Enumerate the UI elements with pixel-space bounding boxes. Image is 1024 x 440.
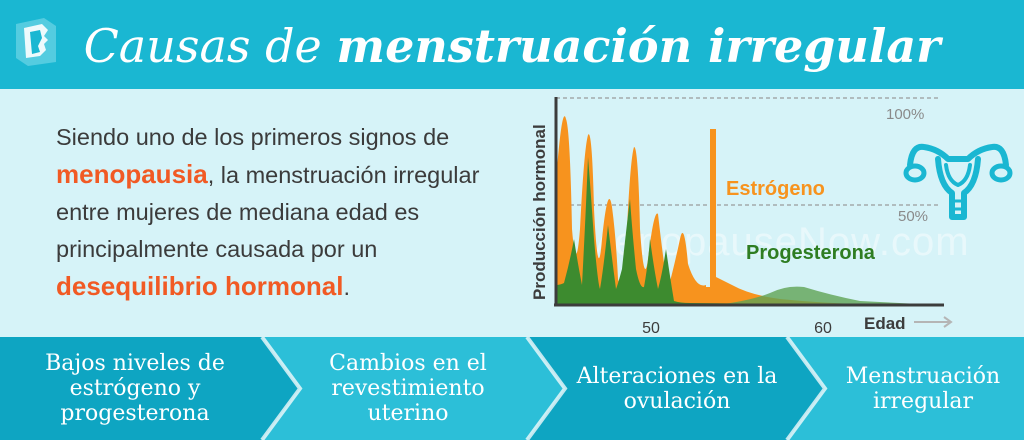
y-tick-50: 50%	[898, 208, 928, 225]
uterus-icon	[903, 143, 1013, 220]
step-chevron-1-icon	[260, 337, 303, 440]
step-3-label: Alteraciones en la ovulación	[576, 363, 778, 414]
steps-background	[0, 337, 1024, 440]
step-shape-1	[0, 337, 300, 440]
progesterone-hump	[716, 286, 940, 305]
intro-paragraph: Siendo uno de los primeros signos de men…	[56, 119, 516, 306]
series-label-progesterone: Progesterona	[746, 242, 876, 264]
step-chevron-2-icon	[525, 337, 568, 440]
header-bar: Causas de menstruación irregular	[0, 0, 1024, 89]
page-title: Causas de menstruación irregular	[0, 0, 1024, 89]
step-shape-3	[527, 337, 825, 440]
series-label-estrogen: Estrógeno	[726, 178, 825, 200]
step-chevron-3-icon	[785, 337, 828, 440]
step-1-label: Bajos niveles de estrógeno y progesteron…	[45, 351, 225, 426]
intro-text-3: .	[343, 274, 351, 300]
hormone-chart: MenopauseNow.com 100% 50% Estrógeno Prog…	[530, 97, 1013, 337]
x-axis-arrow-icon	[914, 316, 953, 328]
watermark: MenopauseNow.com	[580, 220, 970, 264]
intro-highlight-menopausia: menopausia	[56, 159, 208, 189]
x-tick-60: 60	[814, 320, 832, 337]
intro-text-1: Siendo uno de los primeros signos de	[56, 124, 450, 150]
step-4-label: Menstruación irregular	[845, 363, 1001, 414]
process-steps: Bajos niveles de estrógeno y progesteron…	[0, 337, 1024, 440]
content-panel: Siendo uno de los primeros signos de men…	[0, 89, 1024, 337]
title-part-regular: Causas de	[83, 19, 322, 73]
step-2-label: Cambios en el revestimiento uterino	[329, 351, 487, 426]
y-axis-label: Producción hormonal	[530, 124, 549, 300]
progesterone-area	[556, 157, 940, 305]
y-tick-100: 100%	[886, 106, 924, 123]
intro-text-2: , la menstruación irregular entre mujere…	[56, 162, 480, 262]
step-shape-4	[787, 337, 1024, 440]
step-shape-2	[262, 337, 565, 440]
x-tick-50: 50	[642, 320, 660, 337]
face-profile-logo-icon	[16, 18, 56, 66]
intro-highlight-desequilibrio: desequilibrio hormonal	[56, 271, 344, 301]
x-axis-label: Edad	[864, 314, 906, 333]
title-part-strong: menstruación irregular	[336, 19, 941, 73]
